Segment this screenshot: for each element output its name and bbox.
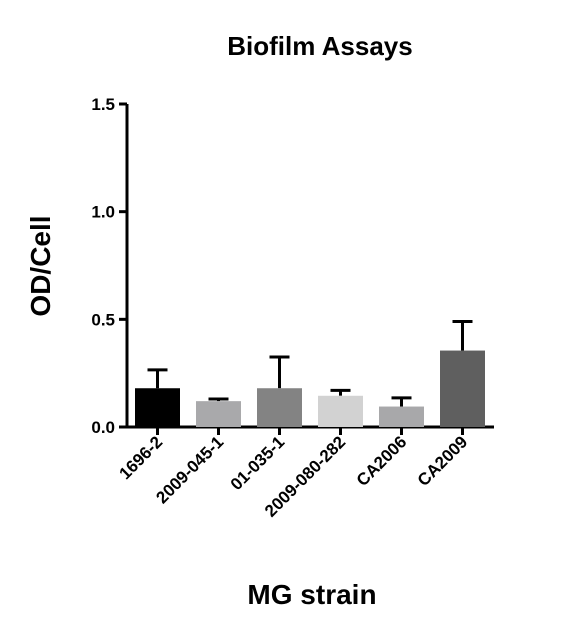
x-tick-label: 1696-2 [115, 432, 166, 483]
y-tick-label: 0.5 [91, 310, 115, 329]
x-tick-label: CA2006 [353, 432, 411, 490]
bar [196, 401, 241, 427]
bar [257, 388, 302, 427]
y-tick-label: 0.0 [91, 418, 115, 437]
bar [379, 406, 424, 427]
y-axis-title: OD/Cell [25, 215, 56, 316]
x-tick-label: CA2009 [414, 432, 472, 490]
chart-title: Biofilm Assays [227, 31, 412, 61]
y-tick-label: 1.5 [91, 95, 115, 114]
x-tick-label: 01-035-1 [227, 432, 289, 494]
x-axis-title: MG strain [247, 579, 376, 610]
bar [440, 350, 485, 427]
bar [135, 388, 180, 427]
bar [318, 395, 363, 427]
y-tick-label: 1.0 [91, 203, 115, 222]
